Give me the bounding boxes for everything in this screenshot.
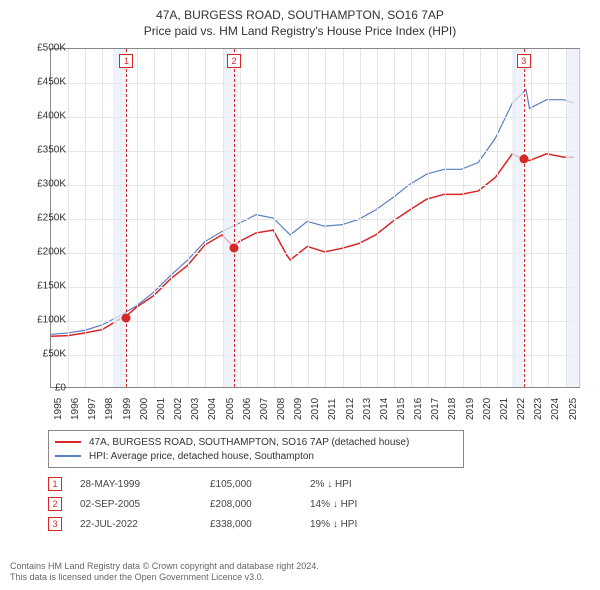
- x-axis-label: 2022: [516, 390, 527, 420]
- table-row: 1 28-MAY-1999 £105,000 2% ↓ HPI: [48, 474, 410, 494]
- legend-item: 47A, BURGESS ROAD, SOUTHAMPTON, SO16 7AP…: [55, 435, 457, 449]
- event-diff: 19% ↓ HPI: [310, 519, 410, 530]
- event-price: £338,000: [210, 519, 310, 530]
- event-marker-box: 1: [48, 477, 62, 491]
- x-axis-label: 2023: [533, 390, 544, 420]
- event-diff: 2% ↓ HPI: [310, 479, 410, 490]
- event-dot: [230, 243, 239, 252]
- chart-plot-area: 1 2 3: [50, 48, 580, 388]
- table-row: 2 02-SEP-2005 £208,000 14% ↓ HPI: [48, 494, 410, 514]
- footer-line: Contains HM Land Registry data © Crown c…: [10, 561, 319, 573]
- event-marker-box: 3: [48, 517, 62, 531]
- x-axis-label: 1995: [53, 390, 64, 420]
- event-price: £208,000: [210, 499, 310, 510]
- chart-container: 47A, BURGESS ROAD, SOUTHAMPTON, SO16 7AP…: [0, 0, 600, 590]
- x-axis-label: 2017: [430, 390, 441, 420]
- x-axis-label: 2014: [379, 390, 390, 420]
- y-axis-label: £200K: [6, 247, 66, 258]
- x-axis-label: 1997: [87, 390, 98, 420]
- event-date: 02-SEP-2005: [80, 499, 210, 510]
- x-axis-label: 2019: [465, 390, 476, 420]
- x-axis-label: 2018: [447, 390, 458, 420]
- series-line-hpi: [51, 90, 574, 335]
- y-axis-label: £50K: [6, 349, 66, 360]
- y-axis-label: £400K: [6, 111, 66, 122]
- events-table: 1 28-MAY-1999 £105,000 2% ↓ HPI 2 02-SEP…: [48, 474, 410, 534]
- y-axis-label: £500K: [6, 43, 66, 54]
- legend-swatch: [55, 441, 81, 443]
- x-axis-label: 2003: [190, 390, 201, 420]
- x-axis-label: 2007: [259, 390, 270, 420]
- event-marker-box: 3: [517, 54, 531, 68]
- x-axis-label: 2005: [225, 390, 236, 420]
- legend-label: HPI: Average price, detached house, Sout…: [89, 451, 314, 462]
- event-date: 28-MAY-1999: [80, 479, 210, 490]
- series-line-price_paid: [51, 154, 574, 337]
- x-axis-label: 2013: [362, 390, 373, 420]
- x-axis-label: 2024: [550, 390, 561, 420]
- chart-lines-svg: [51, 49, 579, 387]
- x-axis-label: 2001: [156, 390, 167, 420]
- x-axis-label: 2006: [242, 390, 253, 420]
- legend-swatch: [55, 455, 81, 457]
- x-axis-label: 2012: [345, 390, 356, 420]
- y-axis-label: £300K: [6, 179, 66, 190]
- x-axis-label: 2008: [276, 390, 287, 420]
- x-axis-label: 2010: [310, 390, 321, 420]
- event-price: £105,000: [210, 479, 310, 490]
- y-axis-label: £350K: [6, 145, 66, 156]
- table-row: 3 22-JUL-2022 £338,000 19% ↓ HPI: [48, 514, 410, 534]
- event-dot: [519, 155, 528, 164]
- chart-subtitle: Price paid vs. HM Land Registry's House …: [0, 24, 600, 38]
- x-axis-label: 2011: [327, 390, 338, 420]
- x-axis-label: 1996: [70, 390, 81, 420]
- x-axis-label: 2015: [396, 390, 407, 420]
- event-dot: [122, 313, 131, 322]
- x-axis-label: 2004: [207, 390, 218, 420]
- x-axis-label: 2009: [293, 390, 304, 420]
- x-axis-label: 2020: [482, 390, 493, 420]
- footer-line: This data is licensed under the Open Gov…: [10, 572, 319, 584]
- chart-footer: Contains HM Land Registry data © Crown c…: [10, 561, 319, 584]
- event-date: 22-JUL-2022: [80, 519, 210, 530]
- event-marker-box: 1: [119, 54, 133, 68]
- legend-label: 47A, BURGESS ROAD, SOUTHAMPTON, SO16 7AP…: [89, 437, 409, 448]
- x-axis-label: 2025: [568, 390, 579, 420]
- event-marker-box: 2: [227, 54, 241, 68]
- y-axis-label: £100K: [6, 315, 66, 326]
- y-axis-label: £250K: [6, 213, 66, 224]
- chart-title: 47A, BURGESS ROAD, SOUTHAMPTON, SO16 7AP: [0, 8, 600, 22]
- x-axis-label: 2000: [139, 390, 150, 420]
- x-axis-label: 2021: [499, 390, 510, 420]
- chart-titles: 47A, BURGESS ROAD, SOUTHAMPTON, SO16 7AP…: [0, 0, 600, 38]
- event-diff: 14% ↓ HPI: [310, 499, 410, 510]
- legend-item: HPI: Average price, detached house, Sout…: [55, 449, 457, 463]
- chart-legend: 47A, BURGESS ROAD, SOUTHAMPTON, SO16 7AP…: [48, 430, 464, 468]
- y-axis-label: £150K: [6, 281, 66, 292]
- y-axis-label: £450K: [6, 77, 66, 88]
- x-axis-label: 1999: [122, 390, 133, 420]
- x-axis-label: 2016: [413, 390, 424, 420]
- event-marker-box: 2: [48, 497, 62, 511]
- x-axis-label: 2002: [173, 390, 184, 420]
- x-axis-label: 1998: [104, 390, 115, 420]
